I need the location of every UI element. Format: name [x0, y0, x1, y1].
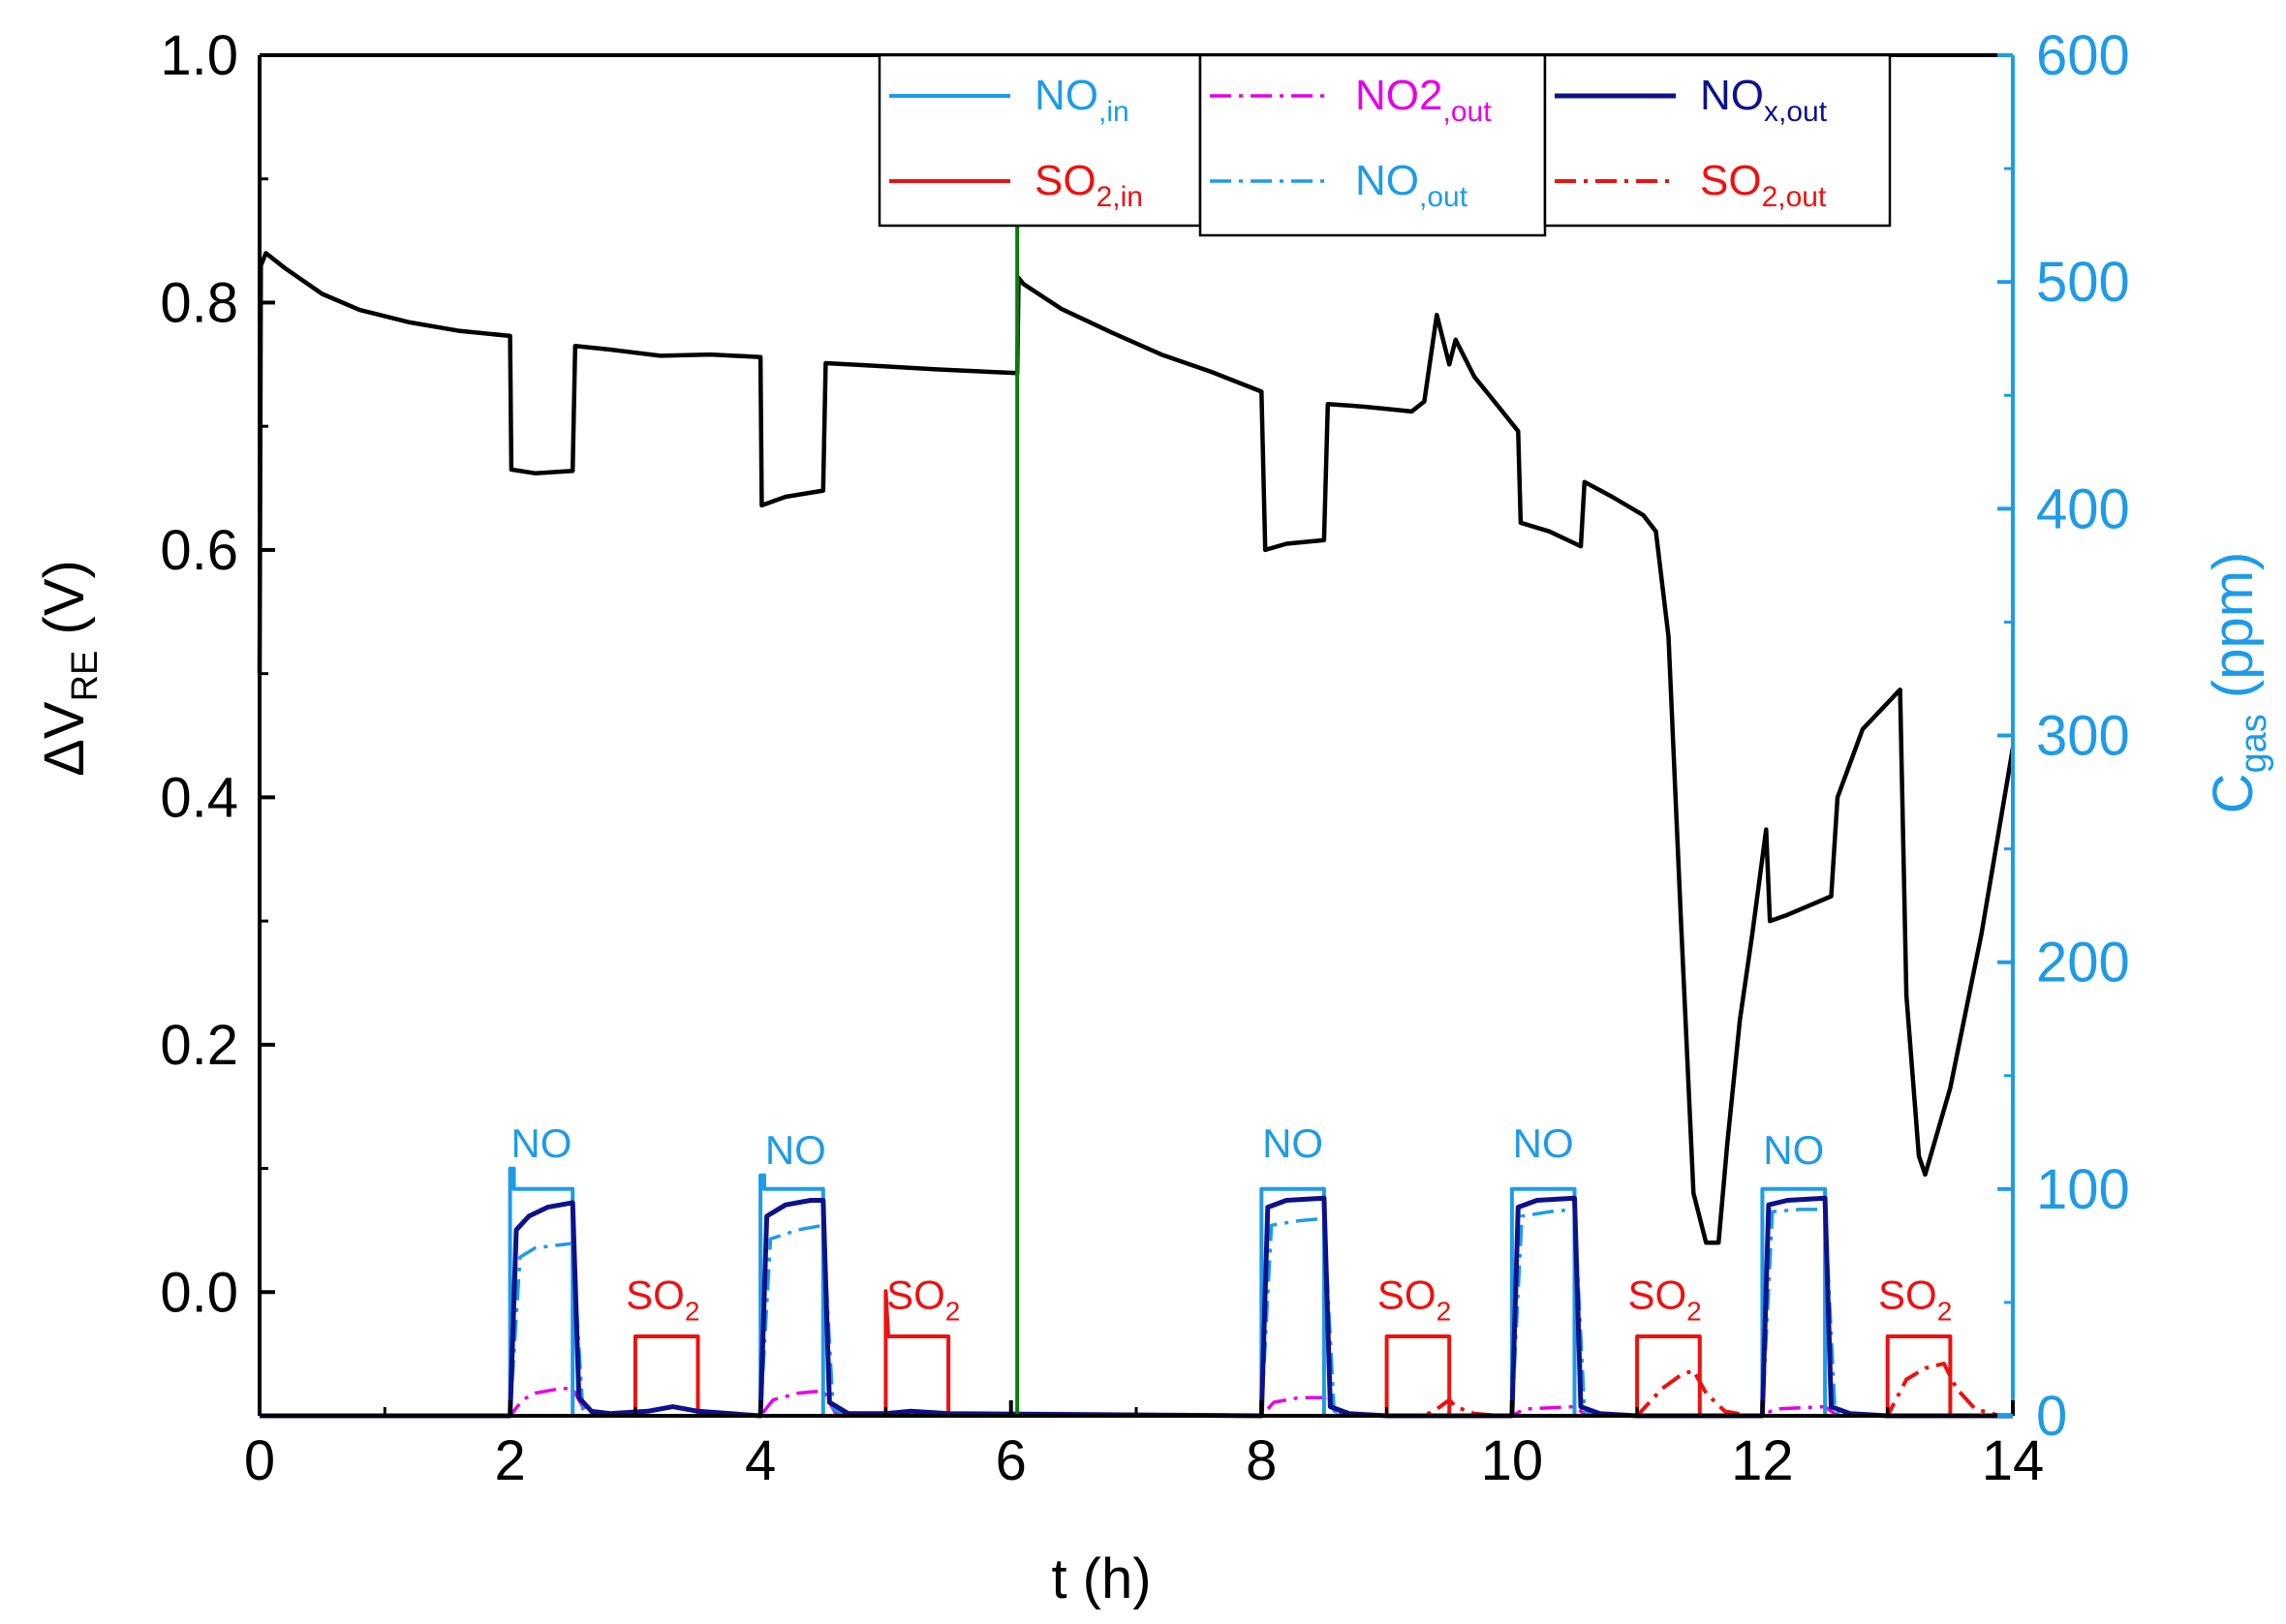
legend-label-main: NO [1355, 157, 1419, 204]
pulse-label-text: NO [1262, 1120, 1323, 1166]
pulse-label-sub: 2 [945, 1297, 961, 1327]
pulse-label-text: NO [510, 1120, 572, 1166]
legend-label-sub: x,out [1764, 96, 1828, 128]
pulse-label-sub: 2 [685, 1297, 700, 1327]
y2-tick-label: 200 [2036, 932, 2130, 995]
legend-label-main: SO [1035, 157, 1097, 204]
y2-axis-title-main: C [2202, 773, 2265, 813]
legend-label-main: NO [1700, 72, 1764, 119]
series-line-so2-in [260, 1289, 2013, 1418]
legend-label-sub: ,in [1098, 96, 1129, 128]
y2-tick-label: 600 [2036, 24, 2130, 87]
pulse-label-sub: 2 [1686, 1297, 1702, 1327]
pulse-label-text: NO [1763, 1127, 1824, 1173]
pulse-label-text: SO [886, 1272, 945, 1318]
pulse-label-5: SO2 [626, 1272, 699, 1327]
y2-axis-title-unit: (ppm) [2202, 552, 2265, 715]
y-tick-label: 0.0 [160, 1261, 238, 1324]
x-axis-title: t (h) [1051, 1547, 1151, 1610]
pulse-label-text: SO [1377, 1272, 1436, 1318]
y-axis-title-main: ΔV [33, 701, 96, 777]
legend-label-sub: ,out [1442, 96, 1492, 128]
x-tick-label: 14 [1982, 1429, 2045, 1492]
legend-label-nox_out: NOx,out [1700, 72, 1828, 128]
legend-box [1543, 53, 1892, 228]
legend-label-so2_out: SO2,out [1700, 157, 1827, 213]
pulse-label-8: SO2 [1627, 1272, 1701, 1327]
legend-box [1198, 53, 1547, 237]
pulse-label-text: NO [765, 1127, 826, 1173]
legend-label-no_out: NO,out [1355, 157, 1468, 213]
pulse-label-0: NO [510, 1120, 572, 1166]
y2-tick-label: 400 [2036, 477, 2130, 540]
pulse-label-text: SO [1627, 1272, 1686, 1318]
y-tick-label: 0.4 [160, 766, 238, 829]
legend-label-sub: 2,in [1097, 181, 1143, 213]
pulse-label-7: SO2 [1377, 1272, 1451, 1327]
y-tick-label: 0.2 [160, 1014, 238, 1077]
x-tick-label: 0 [244, 1429, 275, 1492]
pulse-label-1: NO [765, 1127, 826, 1173]
legend-label-no2_out: NO2,out [1355, 72, 1492, 128]
y2-tick-label: 500 [2036, 251, 2130, 314]
x-tick-label: 8 [1246, 1429, 1277, 1492]
y2-axis-title: Cgas (ppm) [2202, 552, 2274, 814]
legend-label-main: NO2 [1355, 72, 1442, 119]
pulse-label-9: SO2 [1878, 1272, 1952, 1327]
pulse-label-6: SO2 [886, 1272, 960, 1327]
pulse-label-sub: 2 [1436, 1297, 1452, 1327]
pulse-label-2: NO [1262, 1120, 1323, 1166]
x-tick-label: 2 [494, 1429, 525, 1492]
y2-tick-label: 100 [2036, 1158, 2130, 1221]
y2-tick-label: 300 [2036, 705, 2130, 768]
pulse-label-3: NO [1513, 1120, 1574, 1166]
series-line-no-out [260, 1208, 2013, 1418]
legend-label-so2_in: SO2,in [1035, 157, 1143, 213]
pulse-label-text: NO [1513, 1120, 1574, 1166]
x-tick-label: 12 [1731, 1429, 1794, 1492]
pulse-label-text: SO [626, 1272, 685, 1318]
legend-box [878, 53, 1202, 228]
frame-layer: 0 2 4 6 8 10 12 14 0.0 0.2 0.4 0.6 0.8 1.0 0 100 200 300 4… [160, 24, 2129, 1492]
y-axis-title-unit: (V) [33, 560, 96, 650]
legend-label-no_in: NO,in [1035, 72, 1129, 128]
legend-label-main: NO [1035, 72, 1098, 119]
pulse-label-sub: 2 [1937, 1297, 1953, 1327]
x-tick-label: 4 [745, 1429, 776, 1492]
x-tick-label: 6 [996, 1429, 1027, 1492]
y2-axis-title-sub: gas [2234, 714, 2274, 773]
legend-label-main: SO [1700, 157, 1762, 204]
pulse-label-text: SO [1878, 1272, 1937, 1318]
legend-label-sub: 2,out [1762, 181, 1827, 213]
x-tick-label: 10 [1481, 1429, 1544, 1492]
y-tick-label: 0.6 [160, 519, 238, 582]
series-line--v-re [257, 251, 2016, 1245]
y-tick-label: 0.8 [160, 271, 238, 334]
y-axis-title: ΔVRE (V) [33, 560, 106, 777]
legend-label-sub: ,out [1419, 181, 1468, 213]
y2-tick-label: 0 [2036, 1385, 2067, 1448]
y-tick-label: 1.0 [160, 24, 238, 87]
y-axis-title-sub: RE [65, 651, 106, 702]
pulse-label-4: NO [1763, 1127, 1824, 1173]
